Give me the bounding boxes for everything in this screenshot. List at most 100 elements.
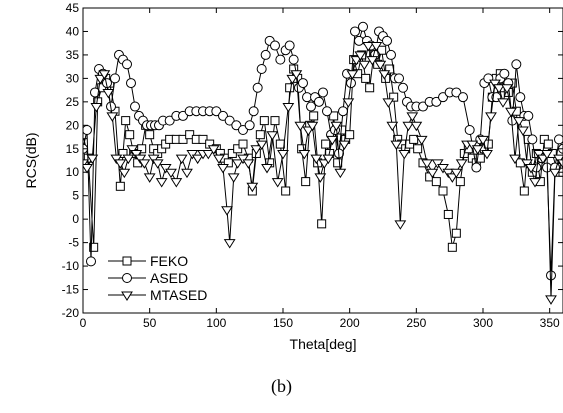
legend-marker-feko [122,256,132,266]
point-mtased [497,98,509,108]
point-feko [259,116,269,126]
point-ased [231,120,242,131]
point-mtased [165,168,177,179]
point-mtased [350,56,363,66]
x-tick-label: 250 [406,316,426,330]
point-mtased [227,173,240,183]
point-mtased [485,112,497,122]
point-mtased [314,173,327,183]
point-mtased [545,295,557,305]
point-ased [224,115,235,126]
point-feko [455,177,465,187]
point-feko [223,158,233,168]
point-mtased [505,107,517,118]
x-tick-label: 150 [273,316,293,330]
point-mtased [147,154,160,165]
point-mtased [529,178,541,188]
y-tick-label: 30 [66,71,80,85]
point-ased [523,110,534,121]
point-ased [256,64,267,74]
point-mtased [298,149,311,160]
point-mtased [114,159,127,169]
point-mtased [118,168,131,179]
point-mtased [354,51,367,61]
point-mtased [151,159,164,169]
point-ased [130,101,140,112]
point-ased [90,87,100,98]
point-feko [238,139,248,149]
y-tick-label: 20 [66,118,80,132]
point-mtased [410,121,423,132]
point-mtased [557,159,563,169]
point-feko [409,134,419,144]
point-feko [431,177,441,187]
point-mtased [290,70,303,80]
point-mtased [415,135,428,146]
x-tick-label: 300 [473,316,493,330]
point-mtased [175,154,188,165]
point-mtased [207,145,220,155]
y-tick-label: 40 [66,24,80,38]
point-ased [270,40,280,51]
point-mtased [138,159,151,169]
point-feko [475,153,485,163]
point-feko [519,186,529,196]
y-tick-label: 15 [66,142,80,156]
point-mtased [509,154,521,165]
point-feko [438,186,448,196]
point-ased [386,49,396,60]
point-ased [511,59,522,70]
point-mtased [455,159,468,169]
point-mtased [286,74,299,85]
point-mtased [86,154,99,165]
series-layer [83,21,563,305]
y-tick-label: 0 [72,212,79,226]
point-mtased [255,140,268,151]
x-tick-label: 50 [143,316,157,330]
point-mtased [213,154,225,165]
point-mtased [231,159,244,169]
point-mtased [390,140,403,151]
point-mtased [223,239,236,249]
x-tick-label: 0 [80,316,87,330]
y-tick-label: -20 [62,306,80,320]
point-mtased [446,173,459,183]
point-feko [309,111,319,121]
point-mtased [466,140,479,151]
point-mtased [83,164,93,174]
point-ased [338,106,348,117]
point-ased [122,59,132,70]
point-mtased [126,145,139,155]
point-feko [198,134,208,144]
point-ased [527,134,538,145]
point-ased [298,78,308,89]
point-mtased [217,164,229,174]
legend-marker-mtased [121,291,133,301]
point-feko [301,177,311,187]
point-mtased [170,178,183,188]
point-mtased [330,121,343,132]
point-feko [270,116,280,126]
point-mtased [342,98,355,108]
point-mtased [442,168,455,179]
point-ased [284,40,295,51]
x-tick-label: 100 [206,316,226,330]
point-ased [178,110,188,121]
point-mtased [362,42,375,52]
point-feko [89,242,99,252]
point-mtased [533,149,545,160]
point-mtased [382,98,395,108]
point-mtased [431,159,444,169]
point-mtased [98,70,111,80]
point-feko [137,144,147,154]
y-tick-label: 45 [66,1,80,15]
point-mtased [261,164,273,174]
point-feko [255,130,265,140]
point-mtased [517,126,529,136]
point-feko [443,209,453,219]
y-tick-label: 25 [66,95,80,109]
point-mtased [501,84,513,94]
point-mtased [130,149,143,160]
